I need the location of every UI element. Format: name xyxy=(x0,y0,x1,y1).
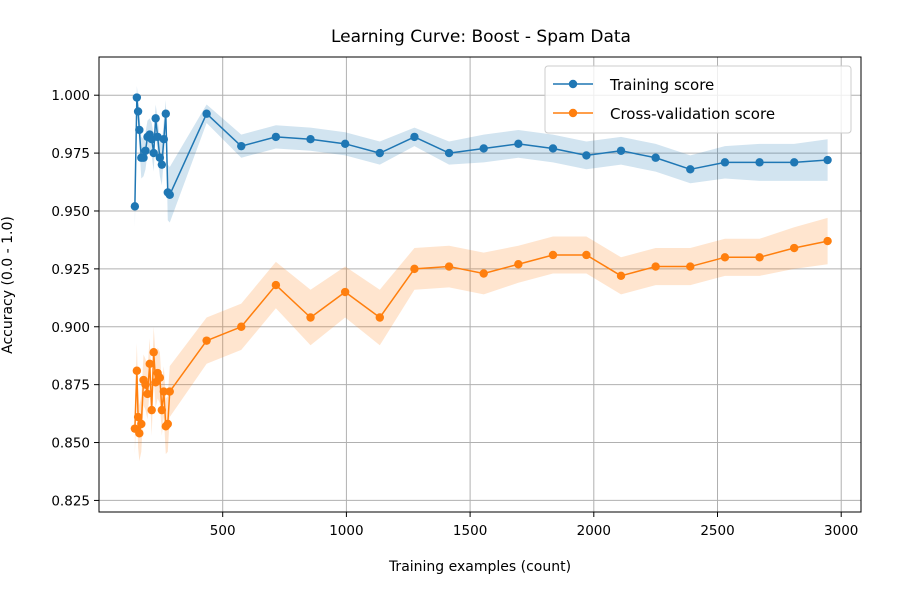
series-0-point xyxy=(616,146,626,155)
series-0-point xyxy=(479,144,488,153)
series-1-point xyxy=(444,262,454,271)
series-0-point xyxy=(132,93,142,102)
series-1-band xyxy=(134,217,828,462)
y-tick-label: 0.900 xyxy=(51,320,90,336)
legend-marker-cv xyxy=(568,108,578,118)
series-1-point xyxy=(306,313,315,322)
series-0-point xyxy=(133,107,143,116)
series-0-point xyxy=(135,125,144,135)
legend-label-training: Training score xyxy=(609,76,714,94)
series-1-point xyxy=(132,366,142,375)
y-tick-label: 0.875 xyxy=(51,378,90,394)
series-1-point xyxy=(137,419,146,429)
series-0-point xyxy=(410,132,419,142)
series-0-point xyxy=(582,151,591,160)
legend-marker-training xyxy=(568,79,578,89)
series-0-point xyxy=(202,109,211,118)
series-1-point xyxy=(157,405,167,415)
series-1-point xyxy=(340,287,350,297)
series-0-point xyxy=(157,160,167,169)
x-tick-label: 1000 xyxy=(329,523,363,539)
series-1-point xyxy=(141,380,150,389)
y-tick-label: 0.850 xyxy=(51,436,90,452)
series-1-point xyxy=(790,243,799,253)
series-0-point xyxy=(159,135,169,144)
y-axis-label: Accuracy (0.0 - 1.0) xyxy=(0,216,16,354)
series-0-band xyxy=(134,85,828,228)
series-1-point xyxy=(147,405,156,415)
series-0-point xyxy=(790,158,799,167)
series-1-point xyxy=(755,253,764,262)
series-0-point xyxy=(444,148,454,158)
x-tick-label: 500 xyxy=(210,523,236,539)
y-tick-label: 0.825 xyxy=(51,493,90,509)
series-1-point xyxy=(155,373,165,382)
series-1-point xyxy=(133,412,143,422)
plot-frame xyxy=(98,56,862,513)
x-tick-label: 3000 xyxy=(824,523,858,539)
series-0-point xyxy=(161,109,170,118)
series-0-point xyxy=(151,114,160,123)
series-0-point xyxy=(755,158,764,167)
series-1-point xyxy=(237,322,246,331)
series-0-point xyxy=(340,139,350,149)
series-1-point xyxy=(651,262,660,271)
x-tick-label: 2000 xyxy=(577,523,611,539)
series-0-point xyxy=(141,146,150,155)
y-tick-label: 1.000 xyxy=(51,88,90,104)
legend: Training score Cross-validation score xyxy=(544,65,852,134)
x-tick-label: 1500 xyxy=(453,523,487,539)
series-0-point xyxy=(155,153,165,162)
series-0-point xyxy=(514,139,523,149)
series-0-point xyxy=(165,190,174,199)
series-0-point xyxy=(306,135,315,144)
series-1-point xyxy=(582,250,591,260)
series-0-point xyxy=(271,132,281,142)
confidence-bands xyxy=(134,85,828,462)
axis-ticks: 500 1000 1500 2000 2500 3000 0.825 0.850 0.875 0.… xyxy=(51,88,858,539)
legend-box xyxy=(544,65,852,134)
legend-label-cv: Cross-validation score xyxy=(610,105,775,123)
series-1-point xyxy=(686,262,695,271)
chart-title: Learning Curve: Boost - Spam Data xyxy=(331,27,631,47)
series-0-point xyxy=(130,202,140,211)
series-0-point xyxy=(823,155,832,165)
x-axis-label: Training examples (count) xyxy=(388,559,571,575)
series-1-point xyxy=(149,348,158,357)
x-tick-label: 2500 xyxy=(700,523,734,539)
series-0-point xyxy=(375,148,384,158)
series-0-point xyxy=(651,153,660,162)
series-0-point xyxy=(149,148,158,158)
series-1-point xyxy=(135,429,144,438)
series-1-point xyxy=(145,359,154,369)
series-0-point xyxy=(548,144,558,153)
series-1-point xyxy=(271,280,281,290)
series-1-point xyxy=(202,336,211,345)
series-lines xyxy=(130,93,832,438)
series-1-point xyxy=(159,387,169,396)
series-1-point xyxy=(514,260,523,269)
y-tick-label: 0.950 xyxy=(51,204,90,220)
series-1-point xyxy=(720,253,730,262)
series-0-point xyxy=(237,141,246,151)
series-1-point xyxy=(479,269,488,278)
series-1-point xyxy=(143,389,152,399)
series-1-point xyxy=(163,419,172,429)
series-1-point xyxy=(823,236,832,246)
series-1-point xyxy=(616,271,626,281)
series-0-point xyxy=(139,153,148,162)
series-0-point xyxy=(686,165,695,174)
series-1-point xyxy=(410,264,419,274)
series-0-point xyxy=(720,158,730,167)
y-tick-label: 0.975 xyxy=(51,146,90,162)
series-1-point xyxy=(165,387,174,396)
y-tick-label: 0.925 xyxy=(51,262,90,278)
series-1-point xyxy=(548,250,558,260)
series-1-point xyxy=(375,313,384,322)
